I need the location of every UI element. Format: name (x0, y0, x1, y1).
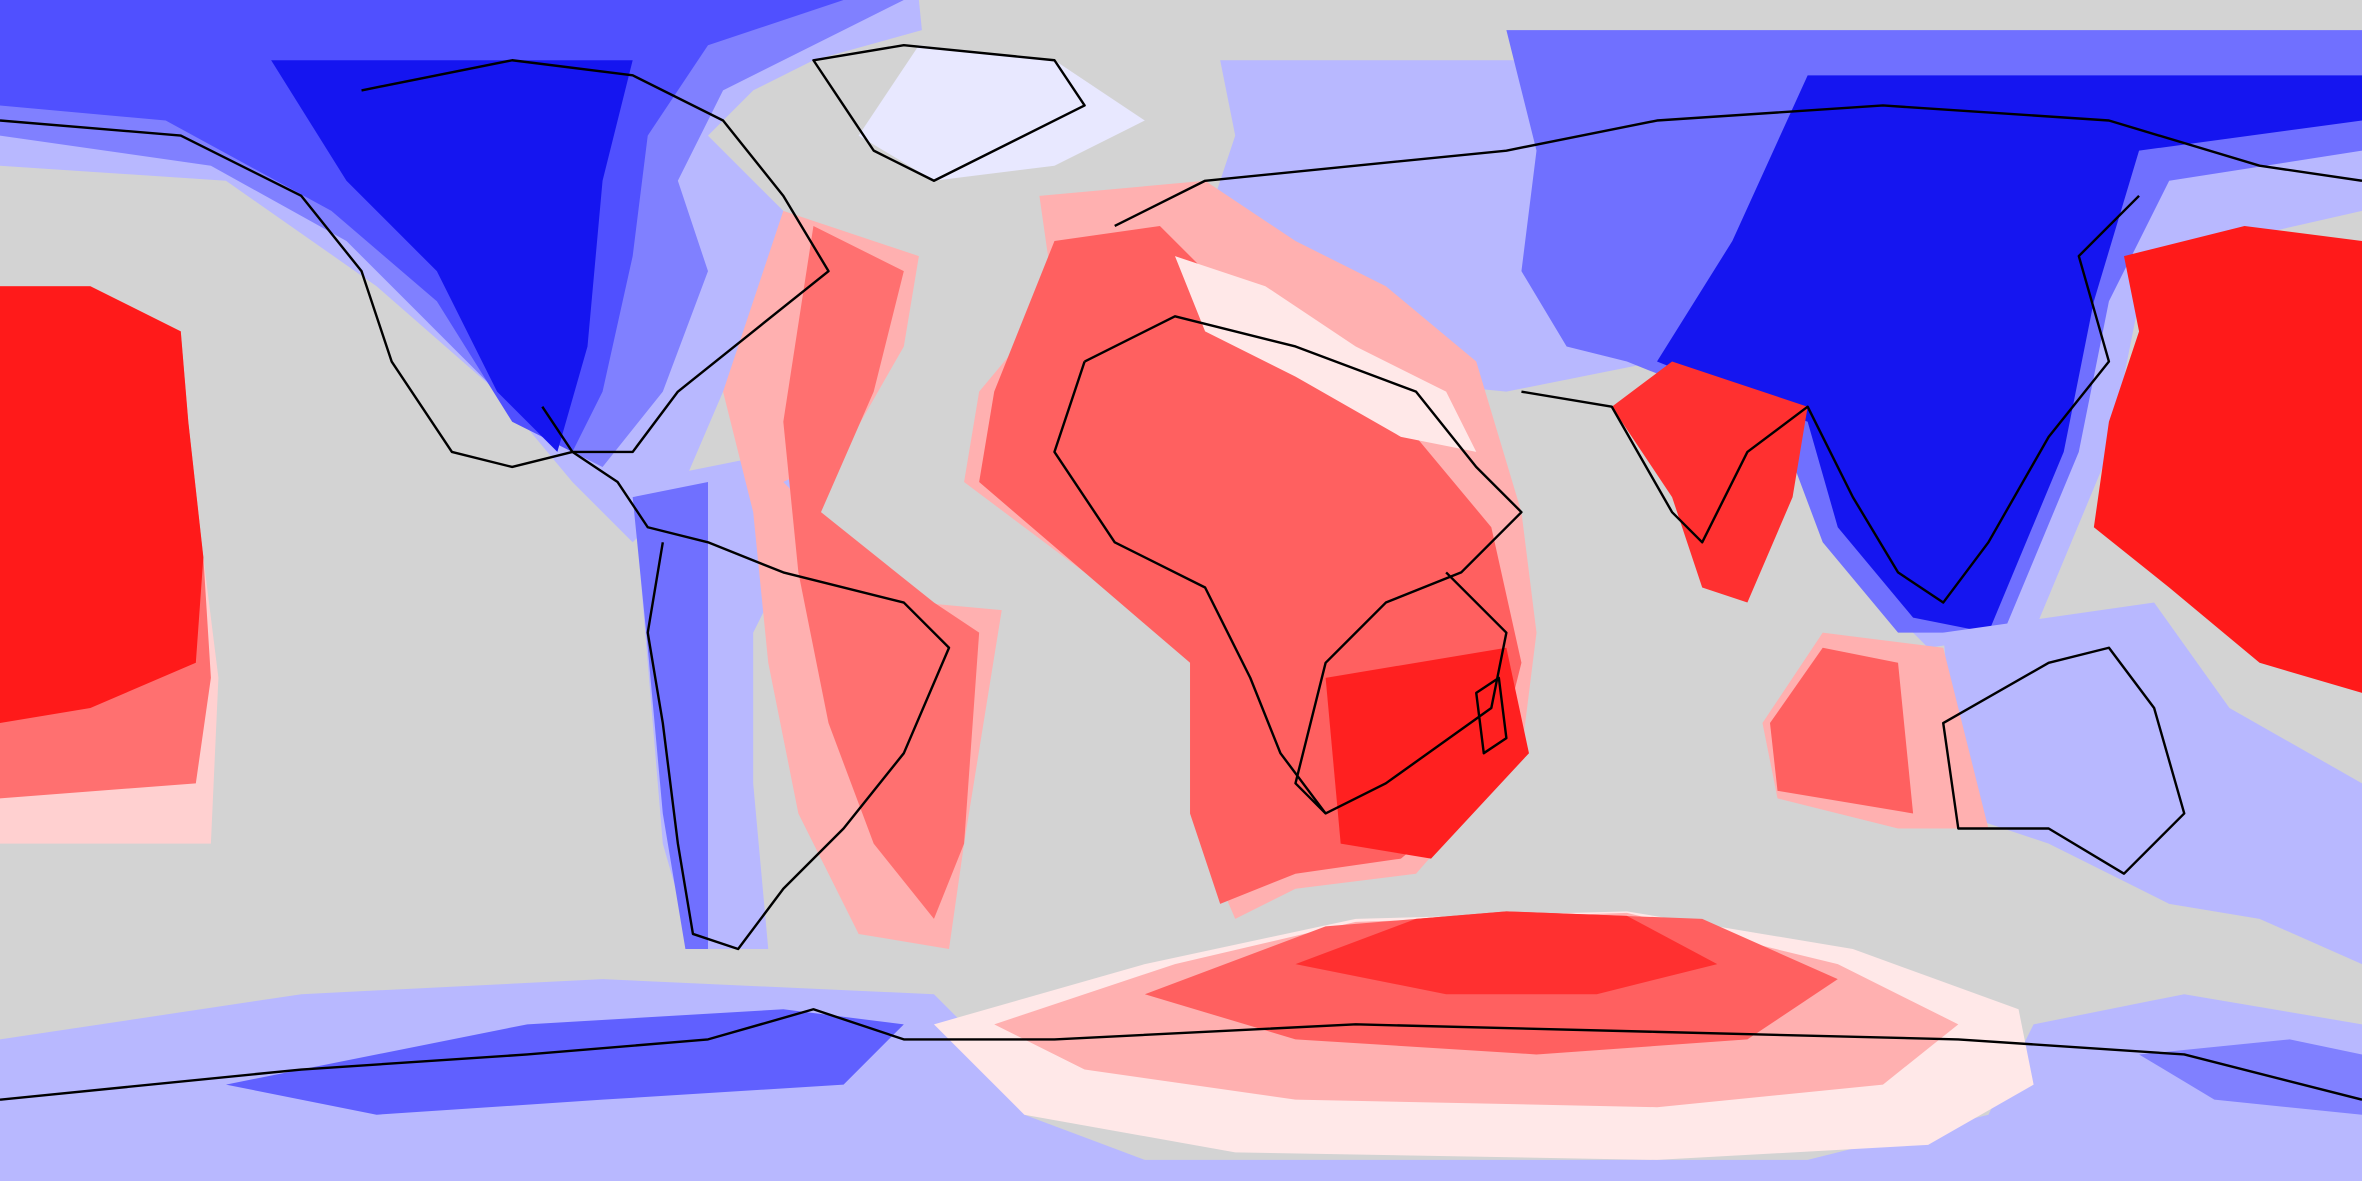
red-region (1295, 911, 1718, 995)
coastline (812, 43, 1086, 182)
red-region (1174, 256, 1477, 452)
coastline (0, 119, 951, 951)
coastline (1084, 315, 1523, 815)
red-region (0, 286, 204, 724)
coastline (1475, 676, 1508, 755)
coastline (0, 1008, 2362, 1101)
red-region (1769, 647, 1914, 814)
coastline (1521, 194, 2140, 604)
coastlines (0, 43, 2362, 1101)
red-region (783, 225, 980, 919)
coastline (1942, 646, 2186, 875)
coastline (1053, 361, 1327, 815)
red-region (2093, 225, 2362, 693)
red-region (1611, 361, 1808, 603)
blue-region (1943, 602, 2362, 965)
coastline (361, 59, 830, 454)
blue-region (225, 1009, 904, 1115)
blue-region (1657, 75, 2362, 633)
blue-region (632, 482, 708, 950)
coastline (1114, 104, 2362, 228)
blue-region (271, 60, 633, 452)
blue-region (858, 45, 1145, 181)
